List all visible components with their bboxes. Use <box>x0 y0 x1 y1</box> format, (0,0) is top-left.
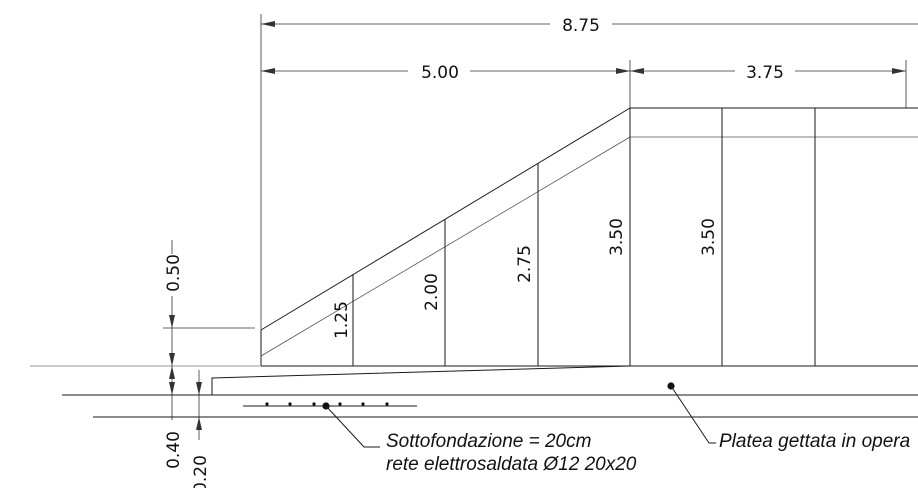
dimension-platea-thickness: 0.40 <box>164 366 184 469</box>
height-label-3: 2.75 <box>515 245 535 283</box>
ramp-wall <box>260 107 918 367</box>
platea-note: Platea gettata in opera <box>719 431 910 452</box>
ramp-length-label: 5.00 <box>421 63 459 83</box>
subfoundation-note-line2: rete elettrosaldata Ø12 20x20 <box>386 454 637 475</box>
height-label-4: 3.50 <box>607 218 627 256</box>
rebar-mesh-symbol <box>243 402 417 410</box>
dimension-ramp-length: 5.00 <box>261 63 630 83</box>
dimension-flat-length: 3.75 <box>629 60 907 108</box>
height-label-2: 2.00 <box>422 273 442 311</box>
platea-thickness-label: 0.40 <box>164 431 184 469</box>
platea-leader: Platea gettata in opera <box>667 382 910 452</box>
dimension-first-step: 0.50 <box>163 240 255 395</box>
height-label-1: 1.25 <box>332 301 352 339</box>
first-step-label: 0.50 <box>164 254 184 292</box>
ground-lines <box>30 365 918 418</box>
platea-slab <box>211 365 918 395</box>
subfoundation-note-line1: Sottofondazione = 20cm <box>386 431 591 452</box>
subfoundation-leader: Sottofondazione = 20cm rete elettrosalda… <box>325 405 637 475</box>
dimension-subfoundation-thickness: 0.20 <box>191 370 211 488</box>
dimension-total-length: 8.75 <box>260 14 918 330</box>
height-label-5: 3.50 <box>699 218 719 256</box>
flat-length-label: 3.75 <box>746 63 784 83</box>
height-labels: 1.25 2.00 2.75 3.50 3.50 <box>332 218 719 339</box>
total-length-label: 8.75 <box>562 16 600 36</box>
subfoundation-thickness-label: 0.20 <box>191 455 211 488</box>
